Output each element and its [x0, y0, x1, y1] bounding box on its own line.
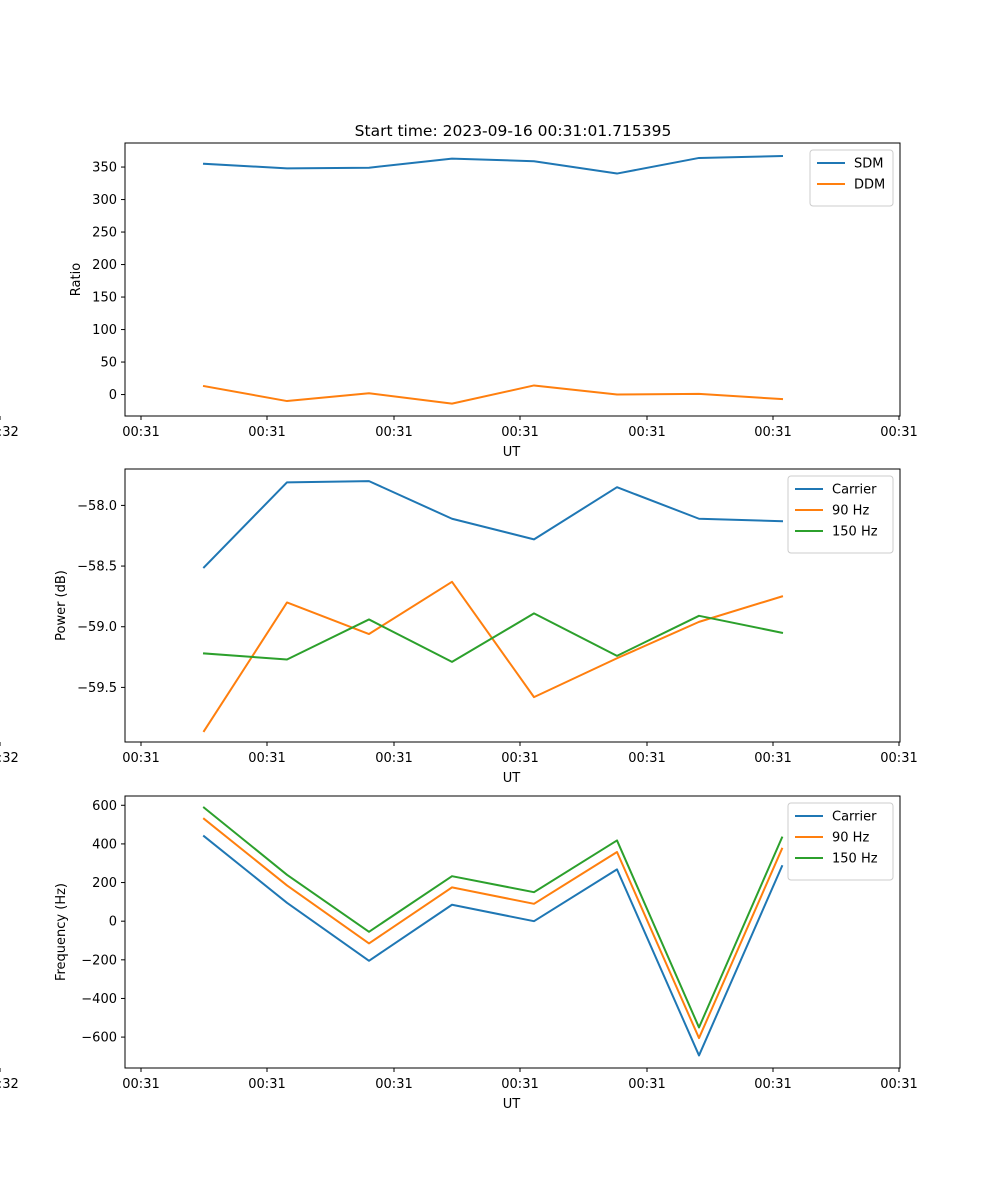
- axes-frame: [124, 795, 901, 1069]
- x-tick-label: 00:32: [0, 751, 19, 766]
- legend-label: 90 Hz: [832, 831, 869, 846]
- y-tick-label: −200: [81, 953, 117, 968]
- legend-label: 150 Hz: [832, 852, 878, 867]
- x-tick-label: 00:31: [501, 425, 538, 440]
- legend-label: SDM: [854, 157, 883, 172]
- x-tick-label: 00:31: [880, 1077, 917, 1092]
- legend-label: Carrier: [832, 810, 877, 825]
- legend-label: 90 Hz: [832, 504, 869, 519]
- series-line-90-hz: [202, 817, 784, 1040]
- x-tick-label: 00:31: [501, 1077, 538, 1092]
- x-tick-label: 00:31: [628, 751, 665, 766]
- y-tick-label: −58.0: [77, 499, 117, 514]
- legend-label: 150 Hz: [832, 525, 878, 540]
- axes-frame: [124, 468, 901, 743]
- x-axis-label: UT: [503, 445, 521, 460]
- y-axis-label: Frequency (Hz): [54, 883, 69, 981]
- axes-frame: [124, 142, 901, 417]
- y-tick-label: 400: [92, 837, 117, 852]
- x-tick-label: 00:31: [754, 425, 791, 440]
- x-axis-label: UT: [503, 771, 521, 786]
- figure-title: Start time: 2023-09-16 00:31:01.715395: [355, 122, 672, 140]
- series-line-90-hz: [202, 580, 784, 733]
- series-line-sdm: [202, 154, 784, 175]
- series-line-150-hz: [202, 806, 784, 1029]
- x-axis-label: UT: [503, 1097, 521, 1112]
- y-tick-label: 350: [92, 161, 117, 176]
- series-line-150-hz: [202, 612, 784, 663]
- panel-2: 00:31 00:31 00:31 00:31 00:31 00:31 00:31 00:32…: [0, 468, 918, 786]
- legend-box: [787, 475, 894, 554]
- series-line-carrier: [202, 834, 784, 1057]
- y-tick-label: 200: [92, 258, 117, 273]
- x-tick-label: 00:31: [122, 1077, 159, 1092]
- x-tick-label: 00:31: [248, 425, 285, 440]
- y-tick-label: −58.5: [77, 560, 117, 575]
- y-tick-label: −59.5: [77, 681, 117, 696]
- y-tick-label: 100: [92, 323, 117, 338]
- y-axis-label: Power (dB): [54, 570, 69, 641]
- legend-label: Carrier: [832, 483, 877, 498]
- y-tick-label: 600: [92, 799, 117, 814]
- y-tick-label: −600: [81, 1031, 117, 1046]
- y-tick-label: 50: [100, 356, 117, 371]
- x-tick-label: 00:31: [122, 425, 159, 440]
- panel-3: 00:31 00:31 00:31 00:31 00:31 00:31 00:31 00:32…: [0, 795, 918, 1112]
- x-tick-label: 00:31: [375, 425, 412, 440]
- y-tick-label: 250: [92, 226, 117, 241]
- x-tick-label: 00:31: [628, 1077, 665, 1092]
- panel-1: 00:31 00:31 00:31 00:31 00:31 00:31 00:31 00:32…: [0, 142, 918, 460]
- legend-label: DDM: [854, 178, 885, 193]
- legend-box: [787, 802, 894, 881]
- x-tick-label: 00:31: [754, 751, 791, 766]
- x-tick-label: 00:31: [628, 425, 665, 440]
- y-tick-label: 0: [109, 388, 117, 403]
- x-tick-label: 00:31: [248, 751, 285, 766]
- y-tick-label: −400: [81, 992, 117, 1007]
- y-axis-label: Ratio: [69, 263, 84, 296]
- y-tick-label: 200: [92, 876, 117, 891]
- x-tick-label: 00:31: [754, 1077, 791, 1092]
- y-tick-label: 300: [92, 193, 117, 208]
- y-tick-label: 0: [109, 915, 117, 930]
- x-tick-label: 00:31: [375, 1077, 412, 1092]
- x-tick-label: 00:31: [501, 751, 538, 766]
- x-tick-label: 00:32: [0, 425, 19, 440]
- x-tick-label: 00:31: [880, 751, 917, 766]
- y-tick-label: −59.0: [77, 620, 117, 635]
- x-tick-label: 00:31: [248, 1077, 285, 1092]
- y-tick-label: 150: [92, 291, 117, 306]
- x-tick-label: 00:31: [375, 751, 412, 766]
- x-tick-label: 00:31: [122, 751, 159, 766]
- x-tick-label: 00:31: [880, 425, 917, 440]
- series-line-carrier: [202, 480, 784, 569]
- x-tick-label: 00:32: [0, 1077, 19, 1092]
- series-line-ddm: [202, 384, 784, 405]
